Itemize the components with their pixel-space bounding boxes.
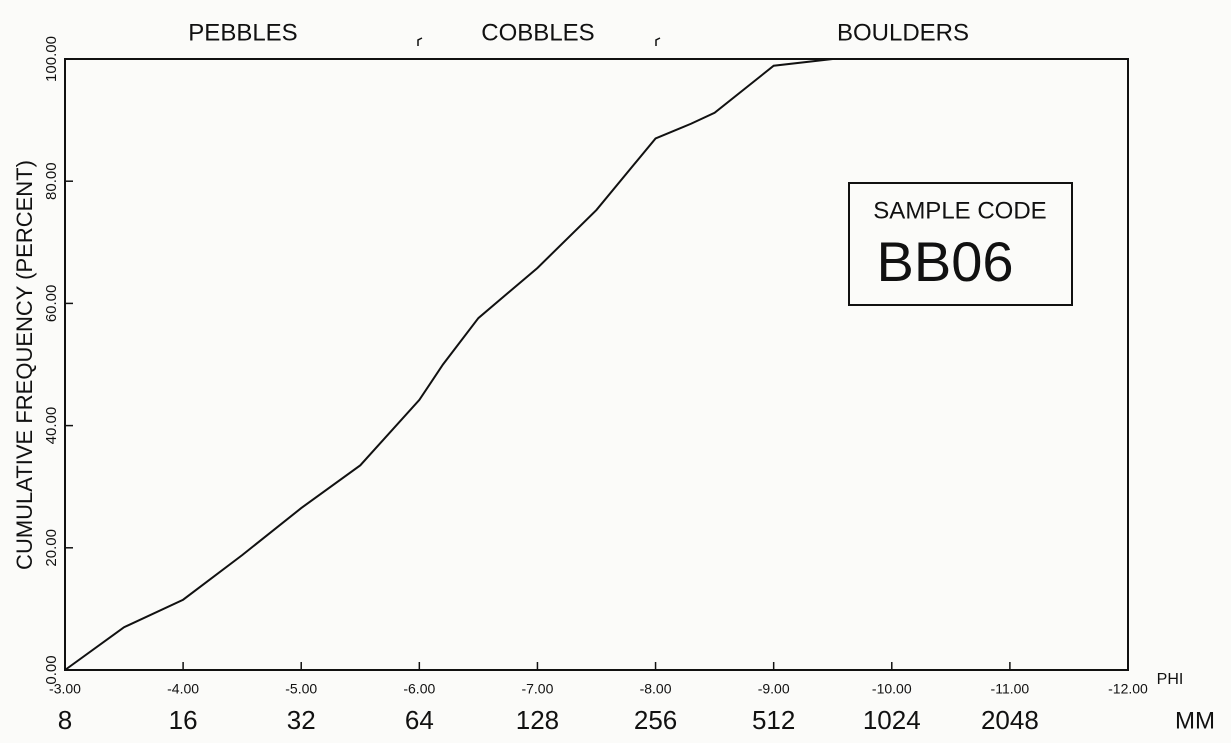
- y-tick-label: 100.00: [43, 36, 60, 82]
- mm-label: 64: [405, 705, 434, 735]
- x-tick-label: -12.00: [1108, 681, 1148, 697]
- y-tick-label: 60.00: [43, 285, 60, 323]
- class-boundary: [417, 37, 661, 46]
- mm-label: 256: [634, 705, 677, 735]
- y-tick-label: 20.00: [43, 529, 60, 567]
- mm-label: 1024: [863, 705, 921, 735]
- sample-code: BB06: [877, 230, 1014, 293]
- plot-frame: [64, 58, 1129, 671]
- y-tick-label: 0.00: [43, 655, 60, 684]
- sample-box: [848, 182, 1073, 306]
- x-tick-label: -11.00: [991, 681, 1030, 697]
- sample-code-label: SAMPLE CODE: [873, 197, 1046, 224]
- x-tick-label: -8.00: [640, 681, 672, 697]
- mm-label: 512: [752, 705, 795, 735]
- size-class: COBBLES: [481, 19, 594, 46]
- size-class: BOULDERS: [837, 19, 969, 46]
- size-class: PEBBLES: [188, 19, 297, 46]
- x2-axis-label: MM: [1175, 707, 1215, 734]
- mm-label: 8: [58, 705, 72, 735]
- mm-label: 2048: [981, 705, 1039, 735]
- mm-label: 32: [287, 705, 316, 735]
- y-axis-label: CUMULATIVE FREQUENCY (PERCENT): [12, 160, 37, 570]
- x-tick-label: -4.00: [167, 681, 199, 697]
- y-tick-label: 80.00: [43, 162, 60, 200]
- x-tick-label: -5.00: [285, 681, 317, 697]
- x-tick-label: -10.00: [872, 681, 912, 697]
- y-tick-label: 40.00: [43, 407, 60, 445]
- mm-label: 128: [516, 705, 559, 735]
- x-tick-label: -3.00: [49, 681, 81, 697]
- data-line: [64, 58, 1128, 671]
- x-tick-label: -7.00: [521, 681, 553, 697]
- x-axis-label: PHI: [1157, 671, 1184, 688]
- x-tick-label: -9.00: [758, 681, 790, 697]
- x-tick-label: -6.00: [403, 681, 435, 697]
- mm-label: 16: [169, 705, 198, 735]
